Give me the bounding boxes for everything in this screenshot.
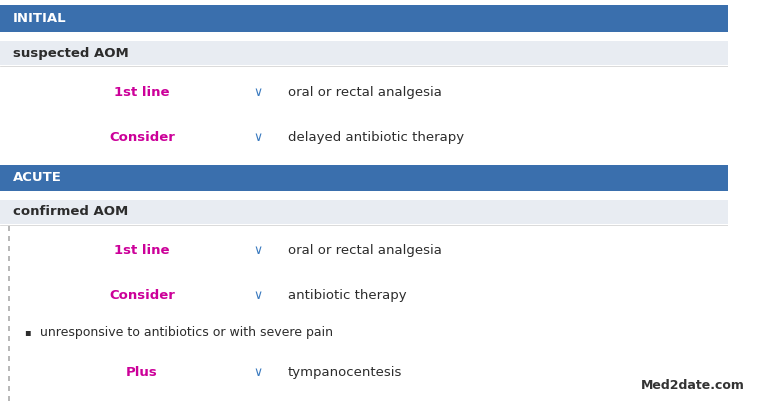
Text: 1st line: 1st line bbox=[114, 85, 170, 99]
Text: oral or rectal analgesia: oral or rectal analgesia bbox=[288, 244, 441, 257]
Text: Med2date.com: Med2date.com bbox=[641, 379, 744, 392]
Text: Plus: Plus bbox=[126, 366, 158, 379]
Text: delayed antibiotic therapy: delayed antibiotic therapy bbox=[288, 130, 463, 144]
Text: ∨: ∨ bbox=[254, 366, 263, 379]
Text: ∨: ∨ bbox=[254, 130, 263, 144]
Text: ∨: ∨ bbox=[254, 85, 263, 99]
Text: ▪: ▪ bbox=[24, 327, 31, 337]
Text: oral or rectal analgesia: oral or rectal analgesia bbox=[288, 85, 441, 99]
Text: ∨: ∨ bbox=[254, 244, 263, 257]
Text: Consider: Consider bbox=[109, 289, 175, 302]
Text: ∨: ∨ bbox=[254, 289, 263, 302]
Text: ACUTE: ACUTE bbox=[13, 171, 62, 184]
FancyBboxPatch shape bbox=[0, 41, 728, 65]
FancyBboxPatch shape bbox=[0, 165, 728, 191]
Text: 1st line: 1st line bbox=[114, 244, 170, 257]
Text: confirmed AOM: confirmed AOM bbox=[13, 205, 129, 218]
FancyBboxPatch shape bbox=[0, 200, 728, 224]
Text: suspected AOM: suspected AOM bbox=[13, 47, 129, 60]
Text: INITIAL: INITIAL bbox=[13, 12, 67, 25]
Text: unresponsive to antibiotics or with severe pain: unresponsive to antibiotics or with seve… bbox=[40, 326, 333, 339]
FancyBboxPatch shape bbox=[0, 5, 728, 32]
Text: Consider: Consider bbox=[109, 130, 175, 144]
Text: antibiotic therapy: antibiotic therapy bbox=[288, 289, 406, 302]
Text: tympanocentesis: tympanocentesis bbox=[288, 366, 402, 379]
